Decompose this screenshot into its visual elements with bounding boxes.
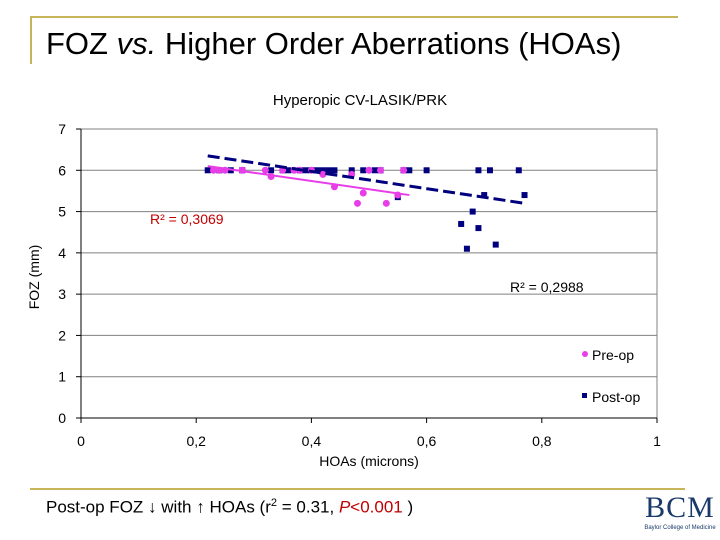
post-op-point <box>406 167 413 174</box>
post-op-point <box>423 167 430 174</box>
post-op-point <box>521 192 528 199</box>
pre-op-trendline <box>207 165 410 197</box>
tick-labels: 0 1 2 3 4 5 6 7 0 0,2 0,4 0,6 0,8 1 <box>58 121 661 449</box>
caption: Post-op FOZ ↓ with ↑ HOAs (r2 = 0.31, P<… <box>46 497 413 518</box>
caption-close: ) <box>407 497 414 517</box>
post-op-point <box>360 167 367 174</box>
slide-title-rest: Higher Order Aberrations (HOAs) <box>164 26 622 61</box>
caption-hoas: HOAs (r <box>209 497 271 517</box>
post-op-point <box>469 208 476 215</box>
x-axis-label: HOAs (microns) <box>319 453 419 469</box>
post-op-point <box>302 167 309 174</box>
trendlines <box>207 154 525 205</box>
post-op-point <box>481 192 488 199</box>
post-op-point <box>475 167 482 174</box>
y-tick-label: 4 <box>58 245 66 261</box>
y-tick-label: 0 <box>58 410 66 426</box>
post-op-point <box>348 167 355 174</box>
caption-p: P <box>338 497 351 517</box>
post-op-r2-label: R² = 0,2988 <box>510 279 584 295</box>
y-tick-label: 5 <box>58 204 66 220</box>
x-tick-label: 0 <box>77 433 85 449</box>
caption-text: Post-op FOZ <box>46 497 144 517</box>
pre-op-point <box>261 166 269 174</box>
legend: Pre-op Post-op <box>582 347 640 405</box>
post-op-point <box>325 167 332 174</box>
pre-op-point <box>377 166 385 174</box>
post-op-point <box>475 225 482 232</box>
legend-post-op-marker <box>582 393 587 398</box>
y-tick-label: 6 <box>58 162 66 178</box>
y-tick-label: 1 <box>58 369 66 385</box>
x-tick-label: 1 <box>653 433 661 449</box>
caption-r2-sup: 2 <box>270 497 277 509</box>
y-tick-label: 3 <box>58 286 66 302</box>
post-op-point <box>319 167 326 174</box>
caption-rule <box>30 488 685 490</box>
caption-with: with <box>161 497 192 517</box>
legend-post-op-label: Post-op <box>592 389 640 405</box>
bcm-logo: BCM Baylor College of Medicine <box>640 492 720 532</box>
logo-mark: BCM <box>645 491 715 524</box>
frame-left-rule <box>30 16 32 64</box>
y-tick-label: 2 <box>58 327 66 343</box>
post-op-point <box>331 167 338 174</box>
post-op-point <box>492 241 499 248</box>
r2-labels: R² = 0,3069 R² = 0,2988 <box>150 211 584 295</box>
legend-pre-op-label: Pre-op <box>592 347 634 363</box>
frame-top-rule <box>30 16 678 18</box>
x-tick-label: 0,4 <box>302 433 322 449</box>
up-arrow-icon: ↑ <box>196 497 205 517</box>
pre-op-point <box>400 166 408 174</box>
x-tick-label: 0,8 <box>532 433 552 449</box>
post-op-point <box>515 167 522 174</box>
post-op-point <box>285 167 292 174</box>
post-op-point <box>204 167 211 174</box>
slide-title: FOZ vs. Higher Order Aberrations (HOAs) <box>46 26 621 62</box>
pre-op-point <box>382 199 390 207</box>
post-op-point <box>486 167 493 174</box>
pre-op-point <box>353 199 361 207</box>
slide-title-main: FOZ <box>46 26 108 61</box>
post-op-point <box>463 245 470 252</box>
caption-eq: = 0.31, <box>281 497 335 517</box>
post-op-point <box>314 167 321 174</box>
plot-area <box>80 128 658 419</box>
post-op-trendline <box>207 154 525 205</box>
pre-op-point <box>359 189 367 197</box>
axes <box>76 128 658 423</box>
down-arrow-icon: ↓ <box>148 497 157 517</box>
post-op-point <box>458 220 465 227</box>
legend-pre-op-marker <box>582 351 588 357</box>
x-tick-label: 0,6 <box>417 433 437 449</box>
pre-op-point <box>319 170 327 178</box>
pre-op-point <box>209 166 217 174</box>
caption-lt: <0.001 <box>350 497 403 517</box>
x-tick-label: 0,2 <box>186 433 206 449</box>
pre-op-point <box>365 166 373 174</box>
post-op-point <box>268 167 275 174</box>
post-op-point <box>371 167 378 174</box>
slide-title-vs: vs. <box>116 26 157 61</box>
pre-op-r2-label: R² = 0,3069 <box>150 211 224 227</box>
chart-title: Hyperopic CV-LASIK/PRK <box>272 92 448 109</box>
logo-sub: Baylor College of Medicine <box>644 525 716 531</box>
y-tick-label: 7 <box>58 121 66 137</box>
